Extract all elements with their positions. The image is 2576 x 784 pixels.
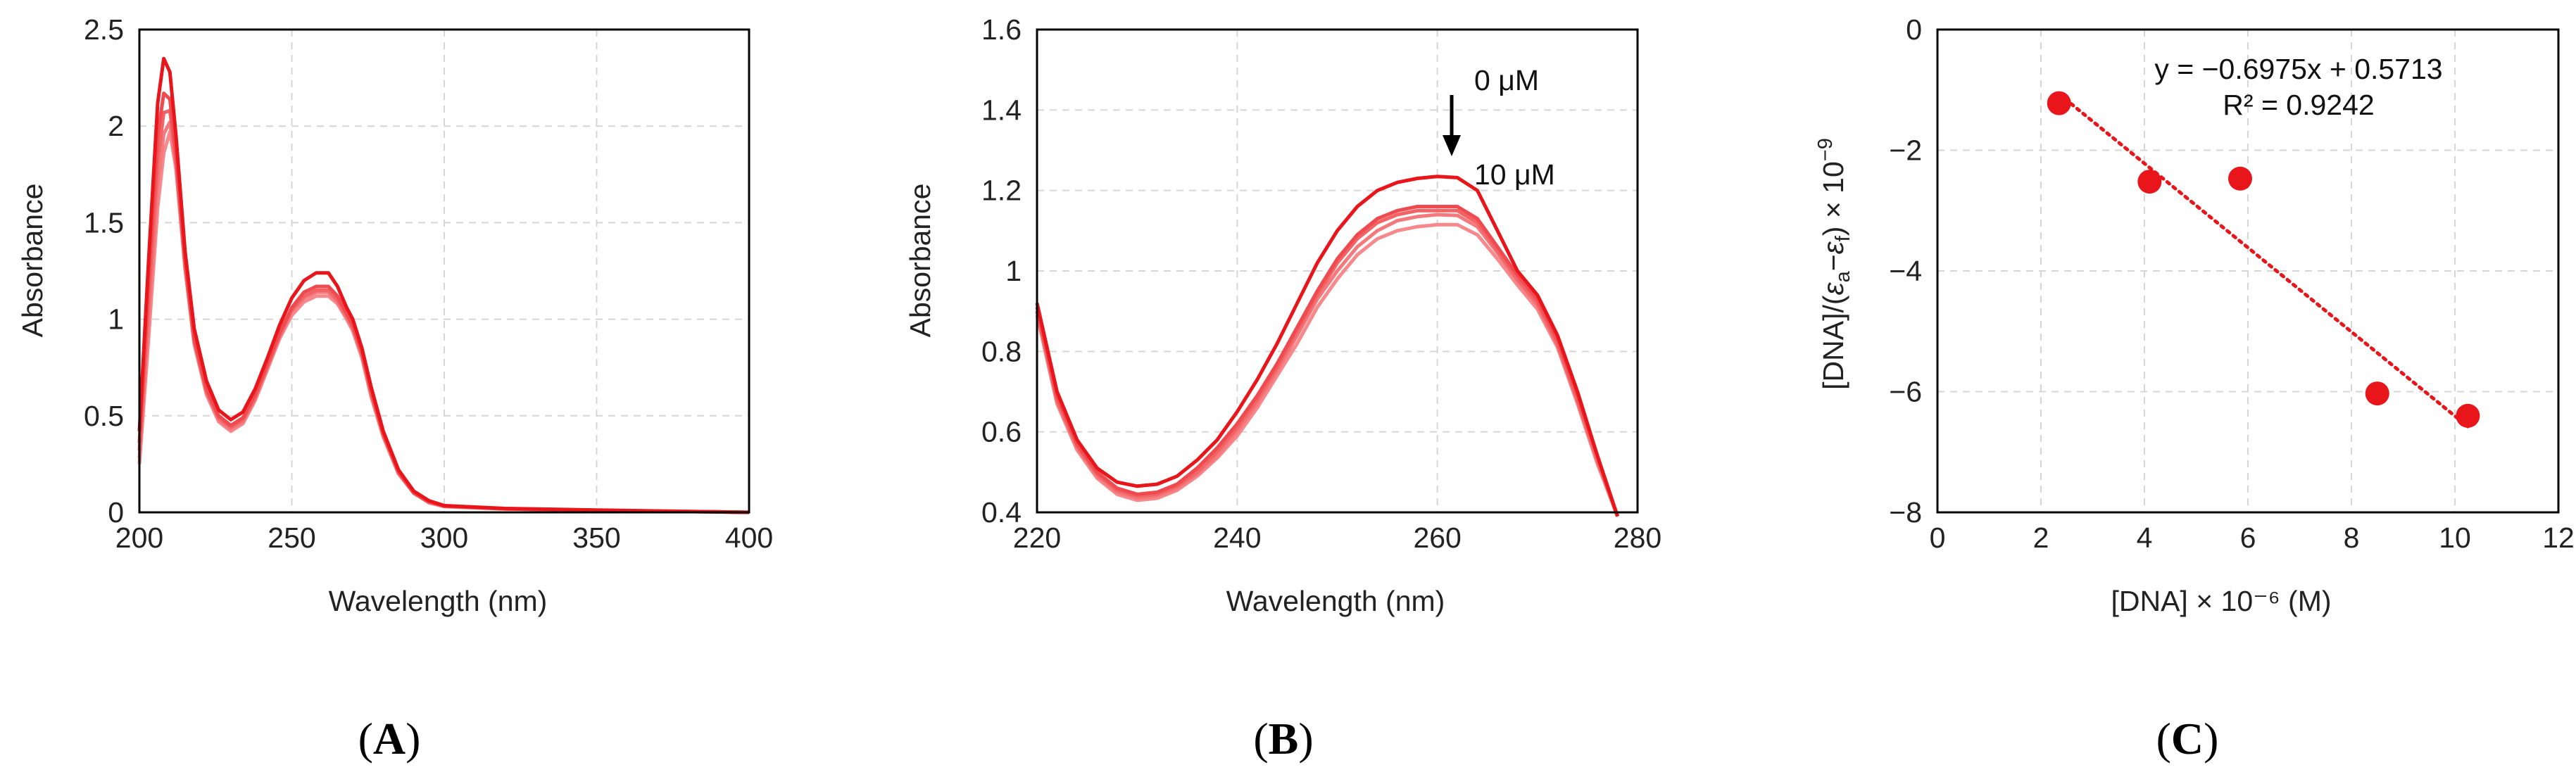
panel-c-x-axis-title: [DNA] × 10⁻⁶ (M) xyxy=(2111,585,2331,617)
panel-c-label: (C) xyxy=(2156,714,2219,764)
panel-b-series-line-6uM xyxy=(1035,213,1619,517)
panel-a-plot-frame xyxy=(138,28,750,514)
panel-b-label-letter: B xyxy=(1269,714,1299,764)
panel-b-label: (B) xyxy=(1253,714,1313,764)
panel-a-label: (A) xyxy=(358,714,421,764)
panel-c-fit-line xyxy=(2057,92,2470,429)
panel-c-y-tick-label: −6 xyxy=(1889,376,1922,408)
panel-b-x-axis-title: Wavelength (nm) xyxy=(1226,585,1445,617)
panel-b-down-arrow-icon xyxy=(1443,95,1461,156)
panel-c-x-tick-label: 4 xyxy=(2137,521,2153,554)
panel-c-y-axis-title: [DNA]/(εa−εf) × 10−9 xyxy=(1814,138,1854,390)
panel-c-ylabel-epsilon-a: ε xyxy=(1817,282,1849,295)
panel-c-y-tick-label: −4 xyxy=(1889,255,1922,287)
panel-a-x-tick-label: 350 xyxy=(572,521,620,554)
panel-a-x-tick-label: 300 xyxy=(420,521,468,554)
panel-a-label-letter: A xyxy=(373,714,406,764)
panel-a-y-tick-label: 2 xyxy=(108,110,124,142)
panel-a-y-tick-label: 0 xyxy=(108,496,124,529)
panel-c-chart: 0 2 4 6 8 10 12 −8 −6 −4 −2 0 xyxy=(1889,13,2575,554)
panel-a-y-tick-label: 0.5 xyxy=(84,400,124,432)
panel-b-top-concentration-label: 0 μM xyxy=(1474,64,1539,96)
panel-c-x-tick-label: 8 xyxy=(2344,521,2360,554)
panel-b-series-line-10uM xyxy=(1035,222,1619,517)
panel-c-ylabel-minus: − xyxy=(1817,254,1849,271)
panel-c-ylabel-part-2: ) × 10 xyxy=(1817,161,1849,236)
panel-a-series-line-0uM xyxy=(137,56,750,514)
panel-a-x-axis-title: Wavelength (nm) xyxy=(329,585,548,617)
panel-c-data-point xyxy=(2365,381,2389,406)
panel-c-label-letter: C xyxy=(2171,714,2204,764)
panel-a-x-tick-label: 200 xyxy=(115,521,163,554)
panel-b-x-tick-label: 220 xyxy=(1013,521,1061,554)
panel-c-x-tick-label: 0 xyxy=(1930,521,1946,554)
panel-c-y-tick-label: 0 xyxy=(1906,13,1922,46)
panel-a-x-tick-label: 400 xyxy=(725,521,773,554)
panel-a-chart: 200 250 300 350 400 0 0.5 1 1.5 2 2.5 xyxy=(84,13,773,554)
panel-c-x-tick-label: 6 xyxy=(2240,521,2256,554)
panel-a-y-tick-label: 1 xyxy=(108,303,124,336)
panel-b-series-line-2uM xyxy=(1035,205,1619,517)
panel-a-x-tick-label: 250 xyxy=(268,521,315,554)
panel-b-x-tick-label: 240 xyxy=(1213,521,1261,554)
panel-b-series-line-0uM xyxy=(1035,175,1619,517)
panel-c-data-point xyxy=(2456,403,2480,428)
panel-c-y-tick-label: −2 xyxy=(1889,134,1922,167)
panel-c-fit-equation: y = −0.6975x + 0.5713 xyxy=(2154,53,2442,85)
panel-a-y-tick-label: 1.5 xyxy=(84,206,124,239)
panel-b-y-tick-label: 1.4 xyxy=(981,94,1022,126)
panel-b-chart: 220 240 260 280 0.4 0.6 0.8 1 1.2 1.4 1.6 xyxy=(981,13,1661,554)
panel-c-x-tick-label: 10 xyxy=(2439,521,2471,554)
panel-c-y-tick-label: −8 xyxy=(1889,496,1922,529)
panel-c-data-point xyxy=(2228,166,2252,191)
panel-b-y-tick-label: 1.2 xyxy=(981,175,1022,207)
panel-b-bottom-concentration-label: 10 μM xyxy=(1474,158,1555,191)
panel-c-ylabel-epsilon-f: ε xyxy=(1817,241,1849,254)
panel-c-data-point xyxy=(2137,170,2162,194)
panel-b-x-tick-label: 280 xyxy=(1614,521,1661,554)
panel-c-ylabel-sub-f: f xyxy=(1832,235,1854,241)
panel-c-x-tick-label: 12 xyxy=(2542,521,2575,554)
panel-b-y-tick-label: 1 xyxy=(1005,255,1022,287)
panel-b-series-line-4uM xyxy=(1035,208,1619,517)
panel-c-ylabel-part-1: [DNA]/( xyxy=(1817,295,1849,390)
panel-b-x-tick-label: 260 xyxy=(1413,521,1461,554)
panel-a-y-axis-title: Absorbance xyxy=(16,184,49,338)
panel-c-plot-frame xyxy=(1936,28,2560,514)
panel-a-y-tick-label: 2.5 xyxy=(84,13,124,46)
panel-b-y-tick-label: 1.6 xyxy=(981,13,1022,46)
panel-c-ylabel-exponent: −9 xyxy=(1814,138,1837,161)
panel-c-r-squared: R² = 0.9242 xyxy=(2223,89,2374,121)
panel-b-y-tick-label: 0.4 xyxy=(981,496,1022,529)
panel-c-ylabel-sub-a: a xyxy=(1832,270,1854,282)
panel-b-y-tick-label: 0.8 xyxy=(981,335,1022,367)
panel-b-y-axis-title: Absorbance xyxy=(904,184,936,338)
panel-b-y-tick-label: 0.6 xyxy=(981,416,1022,448)
panel-c-x-tick-label: 2 xyxy=(2033,521,2049,554)
panel-b-plot-frame xyxy=(1036,28,1639,514)
panel-c-data-point xyxy=(2047,91,2071,115)
